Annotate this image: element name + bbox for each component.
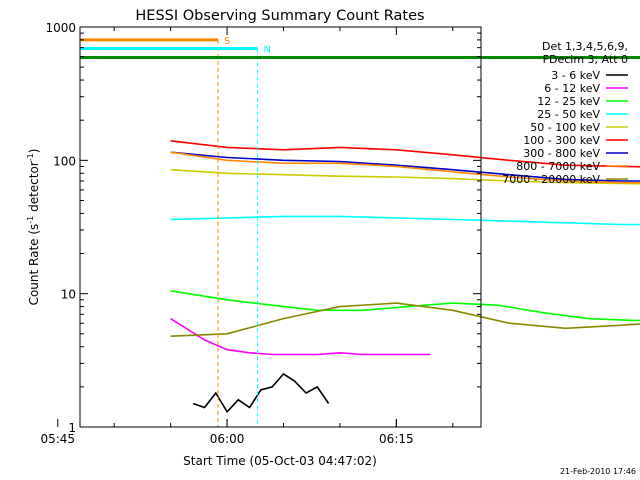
x-axis-label: Start Time (05-Oct-03 04:47:02) [183, 454, 377, 468]
x-tick-label-5: 06:15 [379, 432, 414, 446]
annotation-label-1: N [264, 44, 271, 55]
series-line-0 [192, 372, 330, 414]
y-axis-label-part: detector [27, 161, 41, 216]
series-line-1 [170, 317, 431, 356]
y-tick-label-3: 1000 [45, 21, 76, 35]
series-line-6 [170, 151, 640, 182]
legend-label-5: 100 - 300 keV [523, 134, 600, 147]
y-tick-label-2: 100 [53, 154, 76, 168]
y-axis-label-part: ) [27, 149, 41, 154]
legend-label-0: 3 - 6 keV [551, 69, 600, 82]
series-line-3 [170, 215, 640, 226]
annotation-layer: SNRD0RD4 [80, 36, 640, 427]
y-axis-label-exponent: -1 [26, 216, 35, 224]
footer-timestamp: 21-Feb-2010 17:46 [560, 467, 636, 476]
legend-header-line-2: FDecim 3, Att 0 [543, 53, 628, 66]
legend-label-6: 300 - 800 keV [523, 147, 600, 160]
y-axis-label-exponent: -1 [26, 153, 35, 161]
plot-frame [79, 26, 482, 428]
legend-label-7: 800 - 7000 keV [516, 160, 600, 173]
legend-label-2: 12 - 25 keV [537, 95, 600, 108]
legend-label-8: 7000 - 20000 keV [502, 173, 600, 186]
y-tick-label-1: 10 [61, 288, 76, 302]
series-line-8 [170, 302, 640, 337]
legend-label-3: 25 - 50 keV [537, 108, 600, 121]
x-tick-label-4: 06:00 [210, 432, 245, 446]
series-line-5 [170, 140, 640, 168]
y-axis-label: Count Rate (s-1 detector-1) [26, 149, 41, 306]
legend-label-1: 6 - 12 keV [544, 82, 600, 95]
legend-header-line-1: Det 1,3,4,5,6,9, [542, 40, 628, 53]
data-layer [170, 140, 640, 414]
legend-label-4: 50 - 100 keV [530, 121, 600, 134]
annotation-label-0: S [224, 36, 230, 47]
series-line-7 [170, 151, 640, 184]
chart-title: HESSI Observing Summary Count Rates [135, 8, 424, 24]
y-axis-label-part: Count Rate (s [27, 224, 41, 306]
x-tick-label-3: 05:45 [40, 432, 75, 446]
series-line-2 [170, 290, 640, 322]
series-line-4 [170, 168, 640, 185]
y-tick-label-0: 1 [68, 421, 76, 435]
